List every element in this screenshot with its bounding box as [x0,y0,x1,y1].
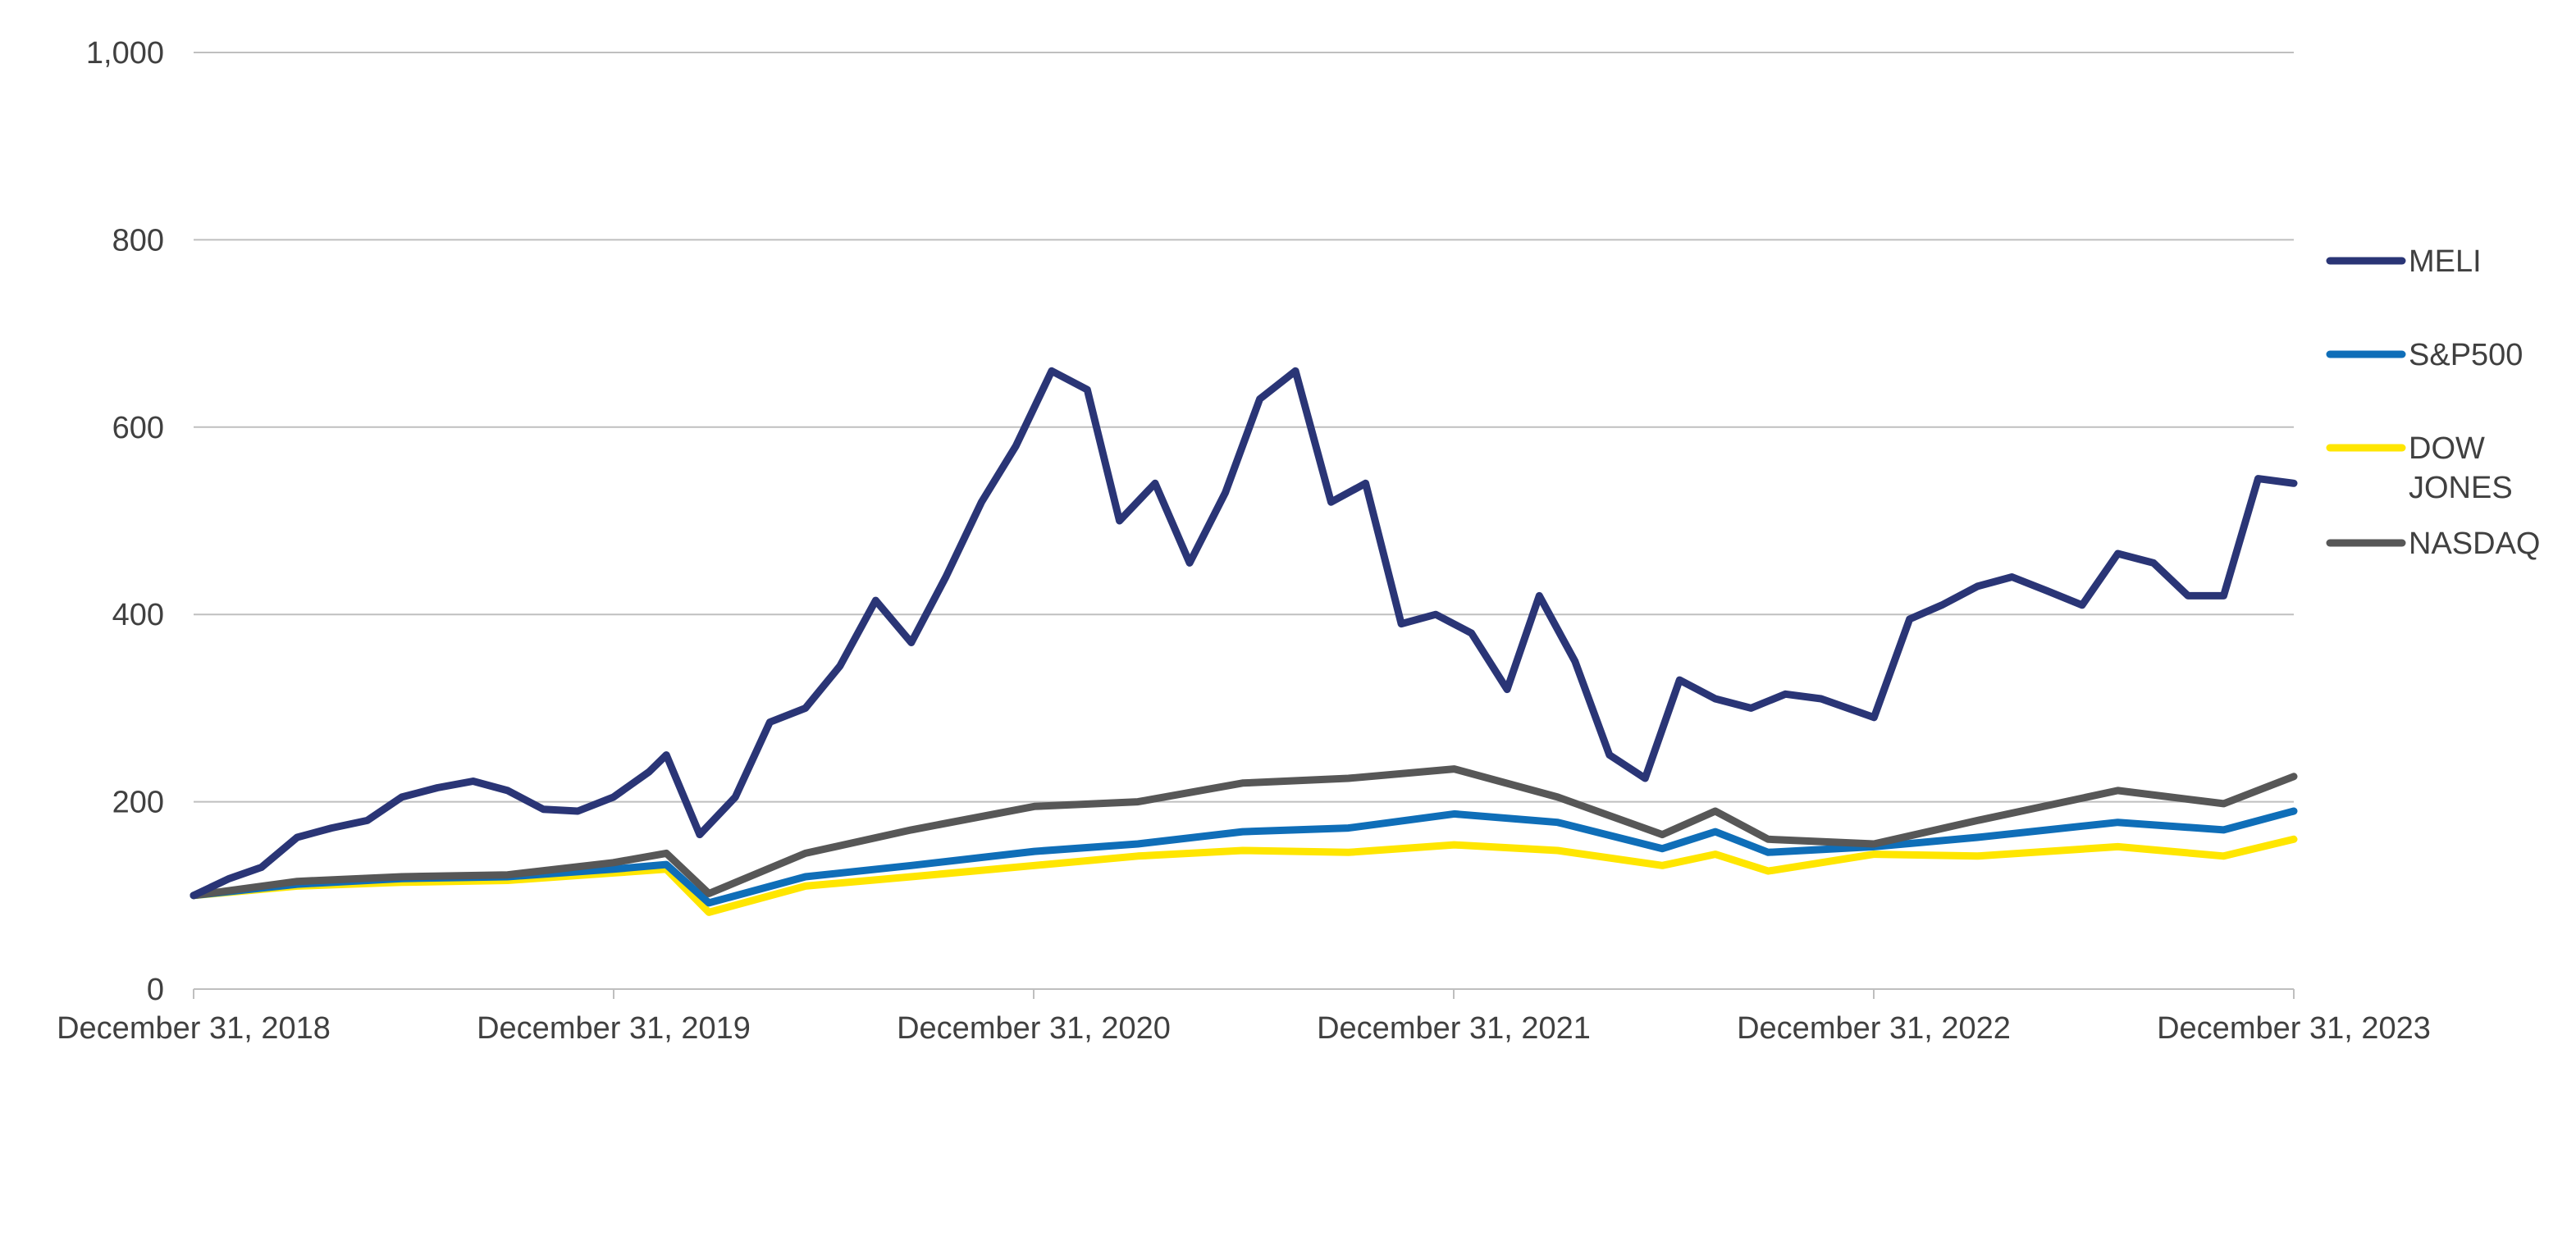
series-layer [190,367,2298,916]
y-tick-label: 600 [112,411,164,445]
legend-label: NASDAQ [2409,527,2540,561]
axis-layer: 0 200 400 600 800 1,000 December 31, 2018 Decem… [57,36,2431,1046]
y-tick-label: 0 [147,973,164,1007]
x-tick-label: December 31, 2023 [2157,1011,2431,1046]
x-tick-label: December 31, 2021 [1317,1011,1591,1046]
y-tick-label: 200 [112,786,164,820]
grid-layer [194,52,2294,803]
y-tick-label: 400 [112,598,164,632]
x-tick-label: December 31, 2019 [477,1011,751,1046]
y-tick-label: 800 [112,223,164,258]
legend-label: DOW JONES [2409,431,2513,505]
x-tick-label: December 31, 2018 [57,1011,331,1046]
legend: MELI S&P500 DOW JONES NASDAQ [2326,244,2540,561]
x-tick-label: December 31, 2020 [897,1011,1171,1046]
legend-label: S&P500 [2409,338,2523,372]
x-tick-label: December 31, 2022 [1737,1011,2011,1046]
legend-label: MELI [2409,244,2482,279]
y-tick-label: 1,000 [86,36,164,71]
